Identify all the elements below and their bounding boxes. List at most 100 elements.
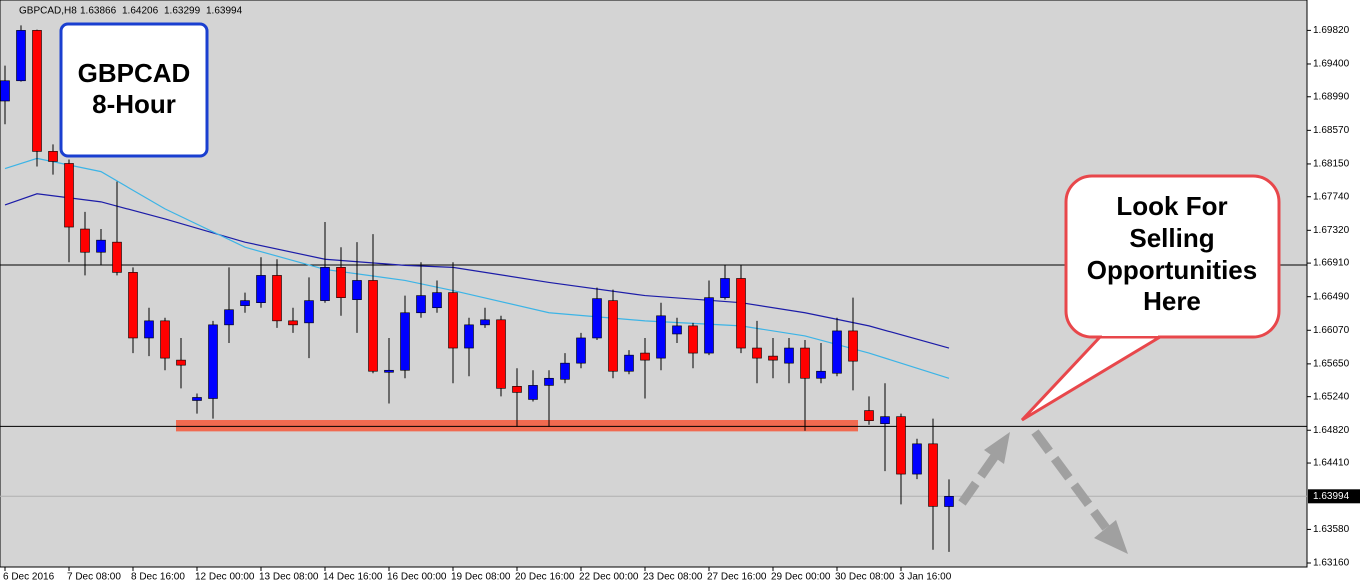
candle-body [480,319,490,326]
candle-body [912,443,922,475]
candle-body [112,241,122,273]
candle-body [160,320,170,359]
y-tick-label: 1.69400 [1313,59,1350,70]
pair-box-frame [59,22,209,158]
candle-body [80,228,90,253]
y-tick-label: 1.68150 [1313,159,1350,170]
callout-line: Opportunities [1087,255,1257,285]
y-tick-label: 1.65240 [1313,391,1350,402]
y-tick-label: 1.66910 [1313,258,1350,269]
x-tick-label: 3 Jan 16:00 [899,572,952,583]
candle-body [720,278,730,298]
candle-body [672,325,682,335]
candle-body [240,300,250,306]
candle-body [0,80,10,102]
callout-line: Here [1143,286,1201,316]
candle-body [416,295,426,314]
y-tick-label: 1.66490 [1313,291,1350,302]
callout-frame [1064,174,1281,339]
candle-body [432,292,442,309]
header-low: 1.63299 [164,6,201,17]
header-close: 1.63994 [206,6,243,17]
candle-body [464,324,474,349]
y-tick-label: 1.68990 [1313,91,1350,102]
candle-body [640,352,650,361]
y-tick-label: 1.68570 [1313,125,1350,136]
candle-body [800,347,810,379]
y-tick-label: 1.65650 [1313,359,1350,370]
candle-body [832,330,842,374]
candle-body [192,397,202,401]
arrow-up [958,453,999,506]
arrow-head [984,432,1010,464]
candle-body [528,385,538,400]
candle-body [544,377,554,386]
x-tick-label: 19 Dec 08:00 [451,572,511,583]
candle-body [656,315,666,359]
candle-body [768,355,778,361]
pair-name: GBPCAD [78,58,191,88]
candle-body [400,312,410,371]
symbol: GBPCAD,H8 [19,6,77,17]
timeframe: 8-Hour [92,89,176,119]
candle-body [736,278,746,349]
candle-body [16,30,26,82]
candle-body [304,300,314,324]
callout-tail [1020,335,1161,422]
candle-body [336,267,346,298]
candle-body [784,347,794,364]
candle-body [560,362,570,380]
candle-body [320,267,330,301]
candle-body [352,280,362,300]
header-high: 1.64206 [122,6,159,17]
y-tick-label: 1.63160 [1313,558,1350,569]
x-tick-label: 30 Dec 08:00 [835,572,895,583]
candle-body [816,370,826,379]
x-tick-label: 22 Dec 00:00 [579,572,639,583]
candle-body [176,359,186,366]
candle-body [608,300,618,372]
candle-body [592,298,602,339]
arrows [958,429,1128,554]
y-tick-label: 1.64410 [1313,458,1350,469]
candle-body [864,410,874,421]
y-tick-label: 1.67740 [1313,191,1350,202]
header-open: 1.63866 [80,6,117,17]
candle-body [224,309,234,326]
candle-body [576,337,586,364]
candle-body [448,292,458,349]
candle-body [928,443,938,507]
moving-average [4,157,950,379]
x-tick-label: 8 Dec 16:00 [131,572,185,583]
x-tick-label: 6 Dec 2016 [3,572,55,583]
x-tick-label: 12 Dec 00:00 [195,572,255,583]
candle-body [64,163,74,228]
x-tick-label: 27 Dec 16:00 [707,572,767,583]
x-tick-label: 7 Dec 08:00 [67,572,121,583]
candle-body [944,496,954,507]
x-tick-label: 23 Dec 08:00 [643,572,703,583]
candle-body [512,386,522,393]
moving-average [4,193,950,349]
candle-body [144,320,154,339]
x-tick-label: 29 Dec 00:00 [771,572,831,583]
candle-body [256,275,266,303]
y-tick-label: 1.64820 [1313,425,1350,436]
y-tick-label: 1.69820 [1313,25,1350,36]
callout-joint [1102,330,1158,336]
y-tick-label: 1.63580 [1313,524,1350,535]
candle-body [848,330,858,362]
price-tag [1308,489,1360,504]
price-tag-label: 1.63994 [1313,491,1350,502]
candle-body [896,416,906,475]
candle-body [128,272,138,339]
candle-body [272,275,282,322]
candle-body [496,319,506,389]
candle-body [688,325,698,354]
candle-body [96,239,106,253]
candle-body [208,324,218,399]
candle-body [384,369,394,373]
candle-body [752,347,762,359]
x-tick-label: 14 Dec 16:00 [323,572,383,583]
